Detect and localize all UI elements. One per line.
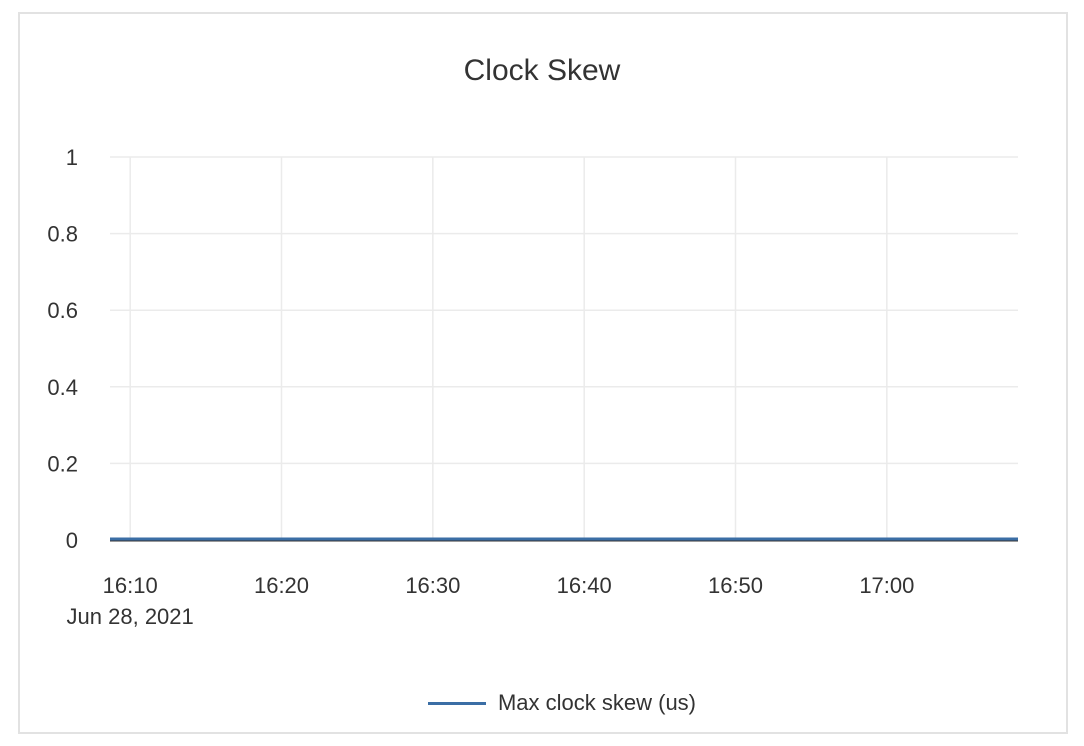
legend-swatch [427, 701, 486, 705]
chart-panel [18, 12, 1068, 734]
y-tick-label: 0 [66, 528, 78, 553]
legend[interactable]: Max clock skew (us) [0, 690, 1084, 716]
x-tick-label: 16:10 [103, 573, 158, 598]
x-tick-date-label: Jun 28, 2021 [67, 604, 194, 629]
y-tick-label: 0.2 [47, 451, 78, 476]
x-tick-label: 16:20 [254, 573, 309, 598]
y-tick-label: 0.6 [47, 298, 78, 323]
y-tick-label: 0.4 [47, 375, 78, 400]
x-tick-label: 16:40 [557, 573, 612, 598]
x-tick-label: 17:00 [859, 573, 914, 598]
x-tick-label: 16:50 [708, 573, 763, 598]
y-tick-label: 1 [66, 145, 78, 170]
x-tick-label: 16:30 [405, 573, 460, 598]
y-tick-label: 0.8 [47, 222, 78, 247]
legend-label: Max clock skew (us) [497, 690, 697, 715]
chart-title: Clock Skew [463, 54, 621, 87]
